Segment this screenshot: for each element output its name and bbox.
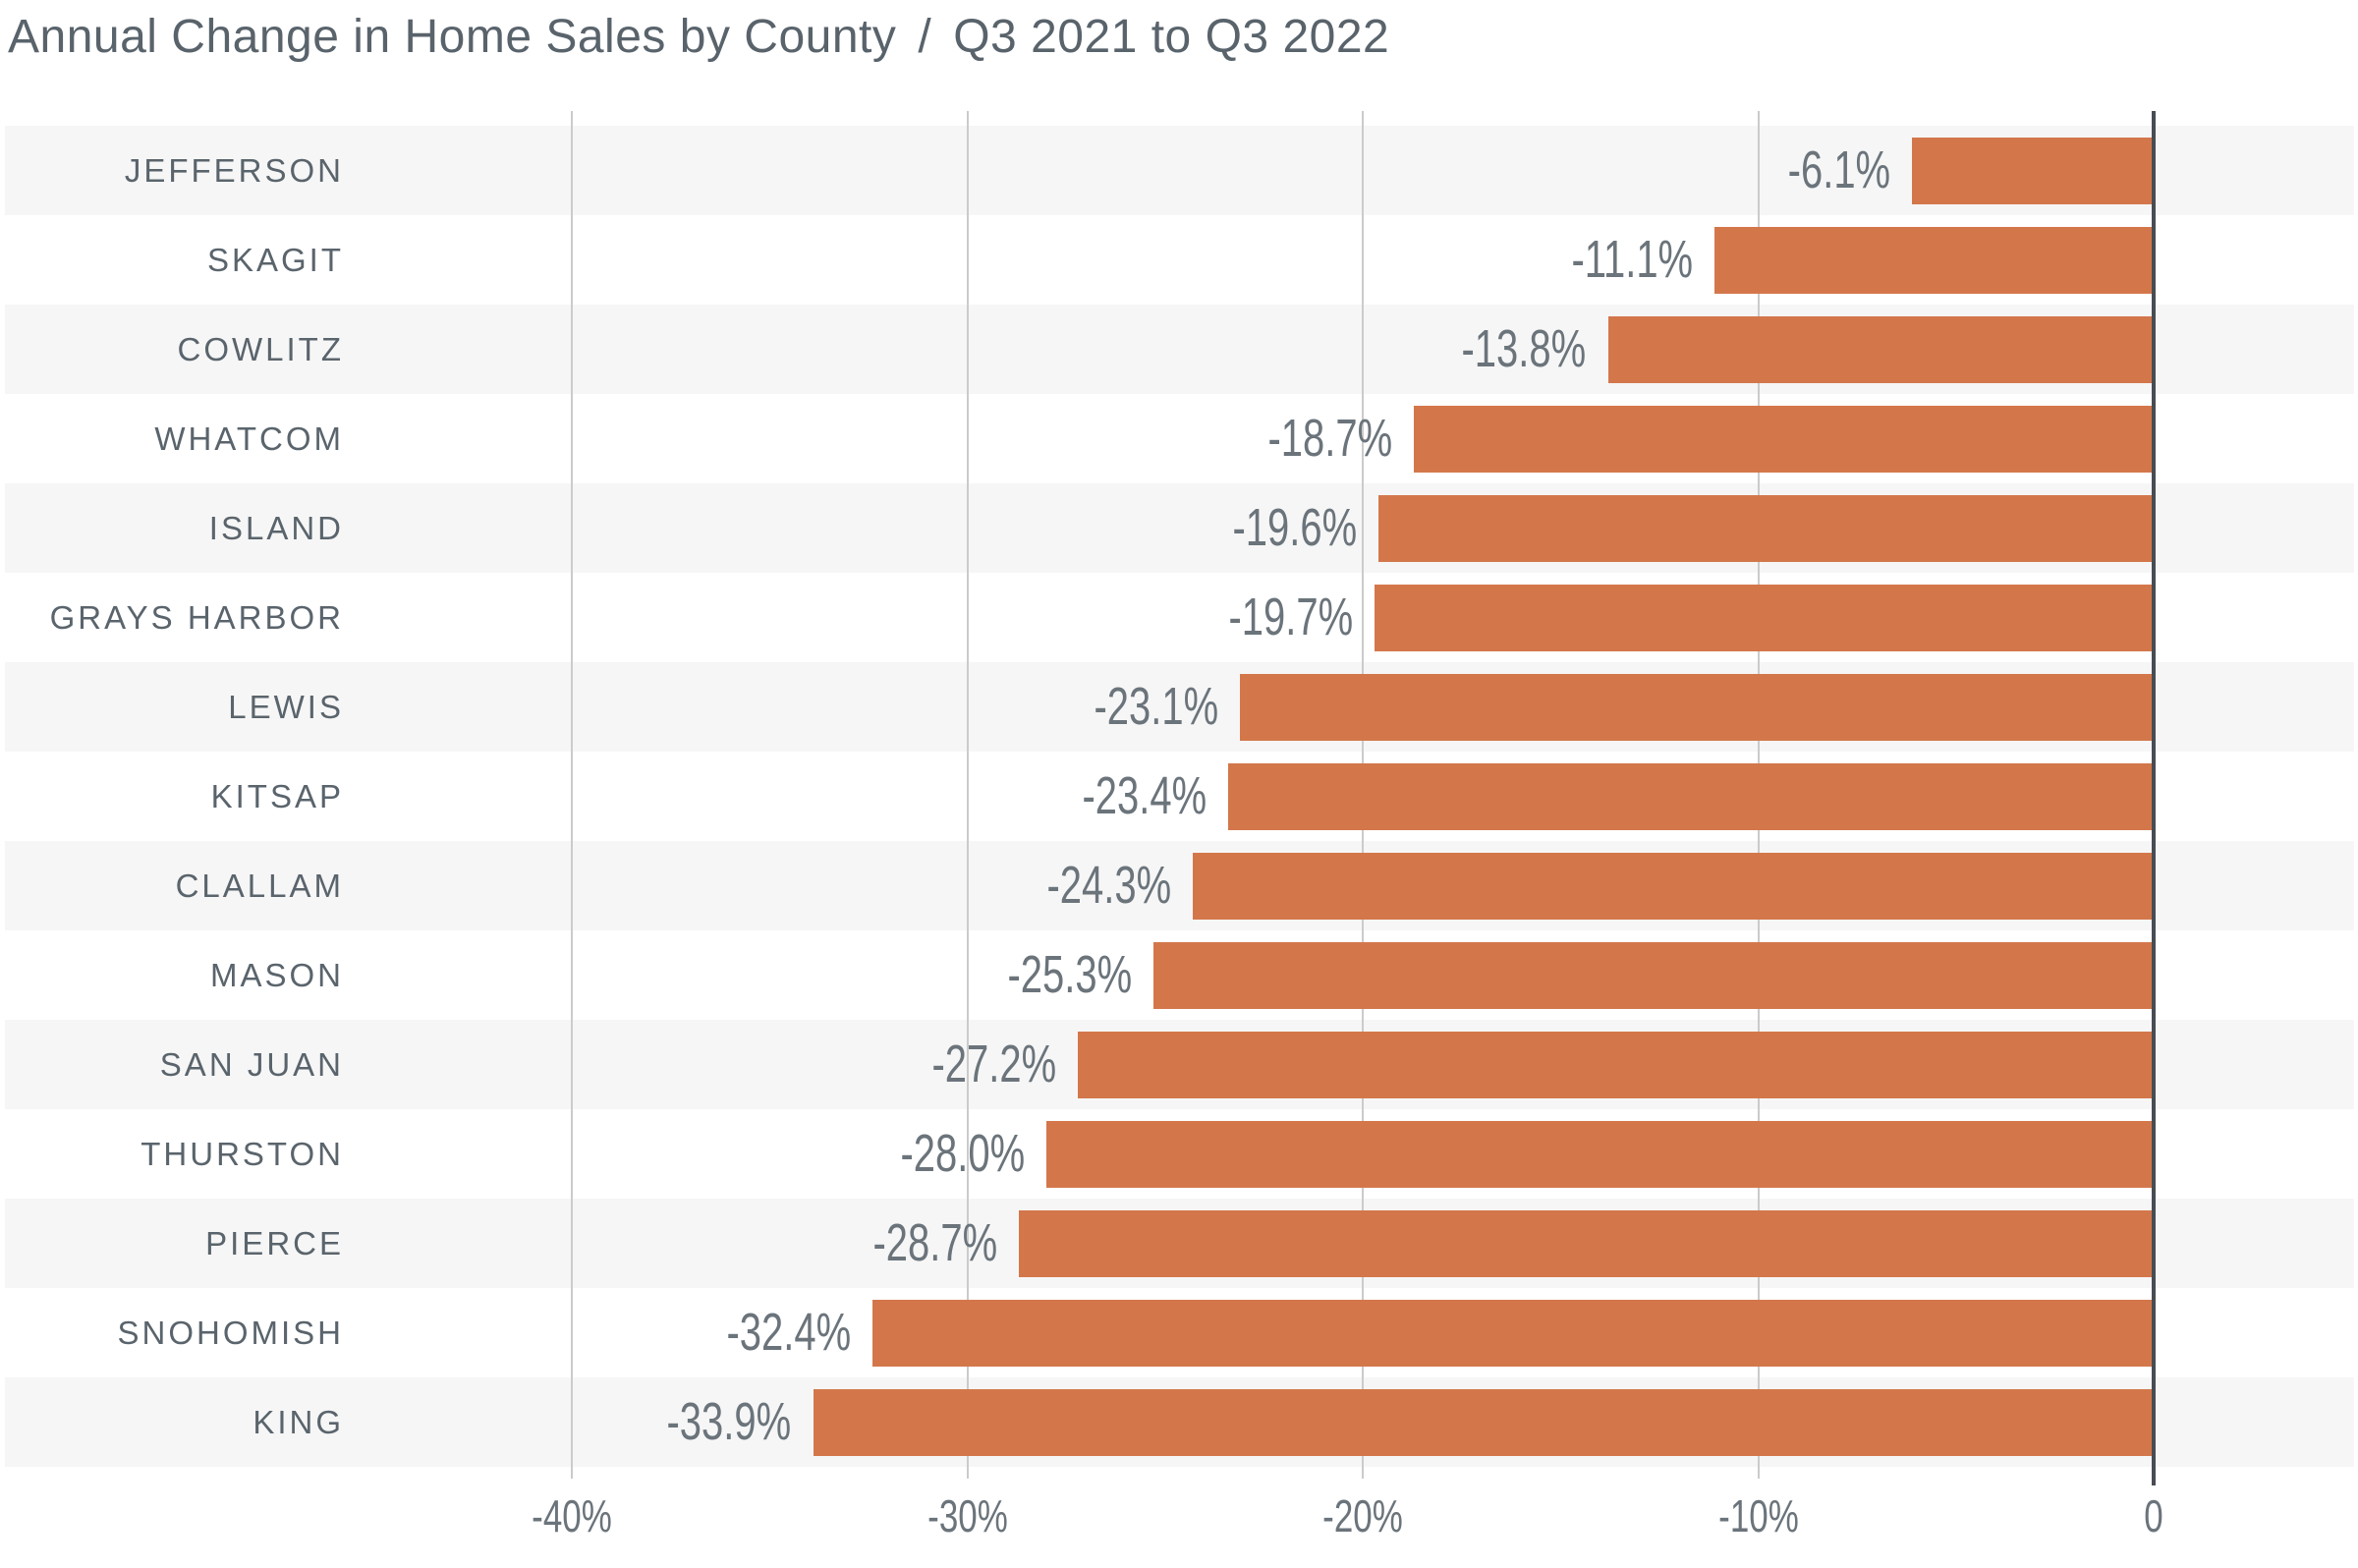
- category-label-thurston: THURSTON: [140, 1136, 344, 1172]
- value-label-thurston: -28.0%: [900, 1124, 1025, 1183]
- category-label-king: KING: [253, 1404, 344, 1440]
- axis-tick-label-30: -30%: [926, 1490, 1008, 1541]
- bar-kitsap: [1228, 762, 2154, 830]
- category-label-clallam: CLALLAM: [175, 868, 344, 904]
- axis-tick-label-0: 0: [2144, 1490, 2163, 1541]
- value-label-cowlitz: -13.8%: [1461, 319, 1587, 378]
- bar-lewis: [1240, 673, 2154, 741]
- gridline-40: [571, 111, 573, 1479]
- chart-title-main: Annual Change in Home Sales by County: [8, 11, 897, 63]
- value-label-skagit: -11.1%: [1571, 230, 1694, 289]
- category-label-island: ISLAND: [208, 510, 344, 546]
- category-label-lewis: LEWIS: [228, 689, 344, 725]
- value-label-lewis: -23.1%: [1094, 677, 1219, 736]
- category-label-grays-harbor: GRAYS HARBOR: [49, 599, 344, 636]
- bar-pierce: [1018, 1209, 2154, 1277]
- bar-san-juan: [1078, 1031, 2154, 1098]
- value-label-clallam: -24.3%: [1046, 856, 1171, 915]
- bar-clallam: [1192, 852, 2154, 920]
- category-label-pierce: PIERCE: [205, 1225, 344, 1261]
- zero-axis-line: [2152, 111, 2156, 1485]
- value-label-jefferson: -6.1%: [1788, 140, 1891, 199]
- value-label-mason: -25.3%: [1007, 945, 1132, 1004]
- chart-title-period: Q3 2021 to Q3 2022: [953, 11, 1390, 63]
- bar-thurston: [1046, 1120, 2154, 1188]
- value-label-whatcom: -18.7%: [1267, 409, 1393, 468]
- axis-tick-label-40: -40%: [532, 1490, 612, 1541]
- bar-island: [1378, 494, 2154, 562]
- value-label-kitsap: -23.4%: [1082, 766, 1207, 825]
- category-label-cowlitz: COWLITZ: [177, 331, 344, 367]
- value-label-island: -19.6%: [1232, 498, 1358, 557]
- bar-jefferson: [1912, 137, 2154, 204]
- axis-tick-label-20: -20%: [1322, 1490, 1403, 1541]
- chart-title: Annual Change in Home Sales by County / Q3…: [8, 10, 1389, 64]
- value-label-king: -33.9%: [666, 1392, 792, 1451]
- category-label-kitsap: KITSAP: [210, 778, 344, 814]
- category-label-jefferson: JEFFERSON: [124, 152, 344, 189]
- bar-snohomish: [871, 1299, 2154, 1367]
- bar-cowlitz: [1607, 315, 2154, 383]
- bar-skagit: [1714, 226, 2154, 294]
- value-label-grays-harbor: -19.7%: [1228, 588, 1354, 646]
- bar-grays-harbor: [1375, 584, 2154, 651]
- bar-mason: [1152, 941, 2154, 1009]
- gridline-30: [966, 111, 969, 1479]
- chart-title-separator: /: [918, 11, 932, 63]
- category-label-snohomish: SNOHOMISH: [117, 1315, 344, 1351]
- category-label-san-juan: SAN JUAN: [159, 1046, 344, 1083]
- axis-tick-label-10: -10%: [1717, 1490, 1799, 1541]
- value-label-snohomish: -32.4%: [726, 1303, 851, 1362]
- value-label-san-juan: -27.2%: [931, 1035, 1057, 1093]
- bar-whatcom: [1414, 405, 2154, 473]
- bar-king: [813, 1388, 2154, 1456]
- category-label-whatcom: WHATCOM: [154, 420, 344, 457]
- category-label-skagit: SKAGIT: [206, 242, 344, 278]
- value-label-pierce: -28.7%: [872, 1213, 997, 1272]
- category-label-mason: MASON: [209, 957, 344, 993]
